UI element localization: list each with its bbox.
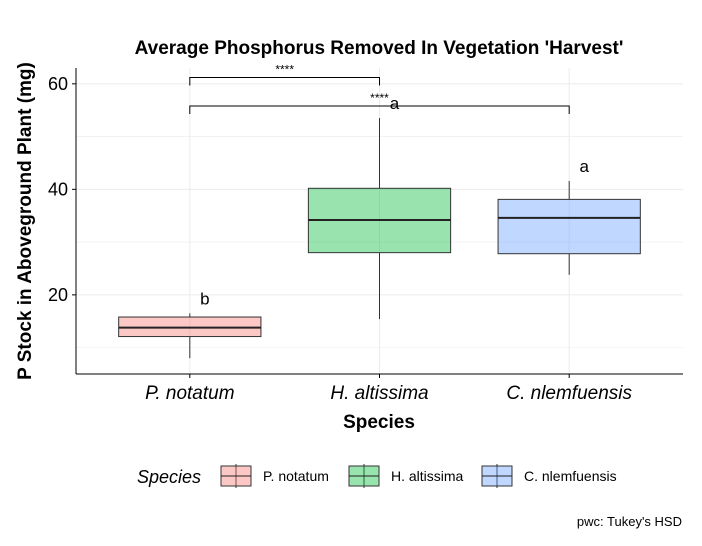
plot-area: 20 40 60 P. notatum H. altissima C. nlemfuens…	[48, 62, 683, 404]
x-tick-label-h-altissima: H. altissima	[330, 383, 428, 404]
bracket-label: ****	[370, 91, 389, 105]
comparison-bracket-1: ****	[189, 62, 380, 86]
y-tick-label: 60	[48, 74, 68, 94]
legend-item-c-nlemfuensis: C. nlemfuensis	[481, 464, 617, 488]
y-tick-label: 40	[48, 179, 68, 199]
x-axis-title: Species	[343, 412, 415, 433]
x-tick-label-p-notatum: P. notatum	[145, 383, 234, 404]
bracket-line	[189, 105, 570, 114]
box-p-notatum: b	[118, 289, 262, 359]
bracket-label: ****	[275, 62, 294, 76]
significance-letter: a	[579, 157, 589, 176]
legend: Species P. notatum H. altissima C. nlemfue…	[137, 464, 617, 488]
significance-letter: a	[390, 94, 400, 113]
box-c-nlemfuensis: a	[497, 157, 641, 275]
legend-item-h-altissima: H. altissima	[348, 464, 464, 488]
legend-label: H. altissima	[391, 468, 464, 484]
box-h-altissima: a	[307, 94, 452, 320]
y-tick-label: 20	[48, 285, 68, 305]
y-axis-title: P Stock in Aboveground Plant (mg)	[15, 62, 36, 380]
legend-label: P. notatum	[263, 468, 329, 484]
chart-title: Average Phosphorus Removed In Vegetation…	[135, 38, 624, 59]
significance-letter: b	[200, 289, 209, 308]
x-tick-label-c-nlemfuensis: C. nlemfuensis	[506, 383, 632, 404]
caption: pwc: Tukey's HSD	[577, 514, 682, 529]
bracket-line	[189, 76, 380, 86]
legend-label: C. nlemfuensis	[524, 468, 617, 484]
comparison-bracket-2: ****	[189, 91, 570, 114]
box-body	[497, 198, 641, 255]
legend-title: Species	[137, 467, 201, 487]
legend-item-p-notatum: P. notatum	[220, 464, 329, 488]
